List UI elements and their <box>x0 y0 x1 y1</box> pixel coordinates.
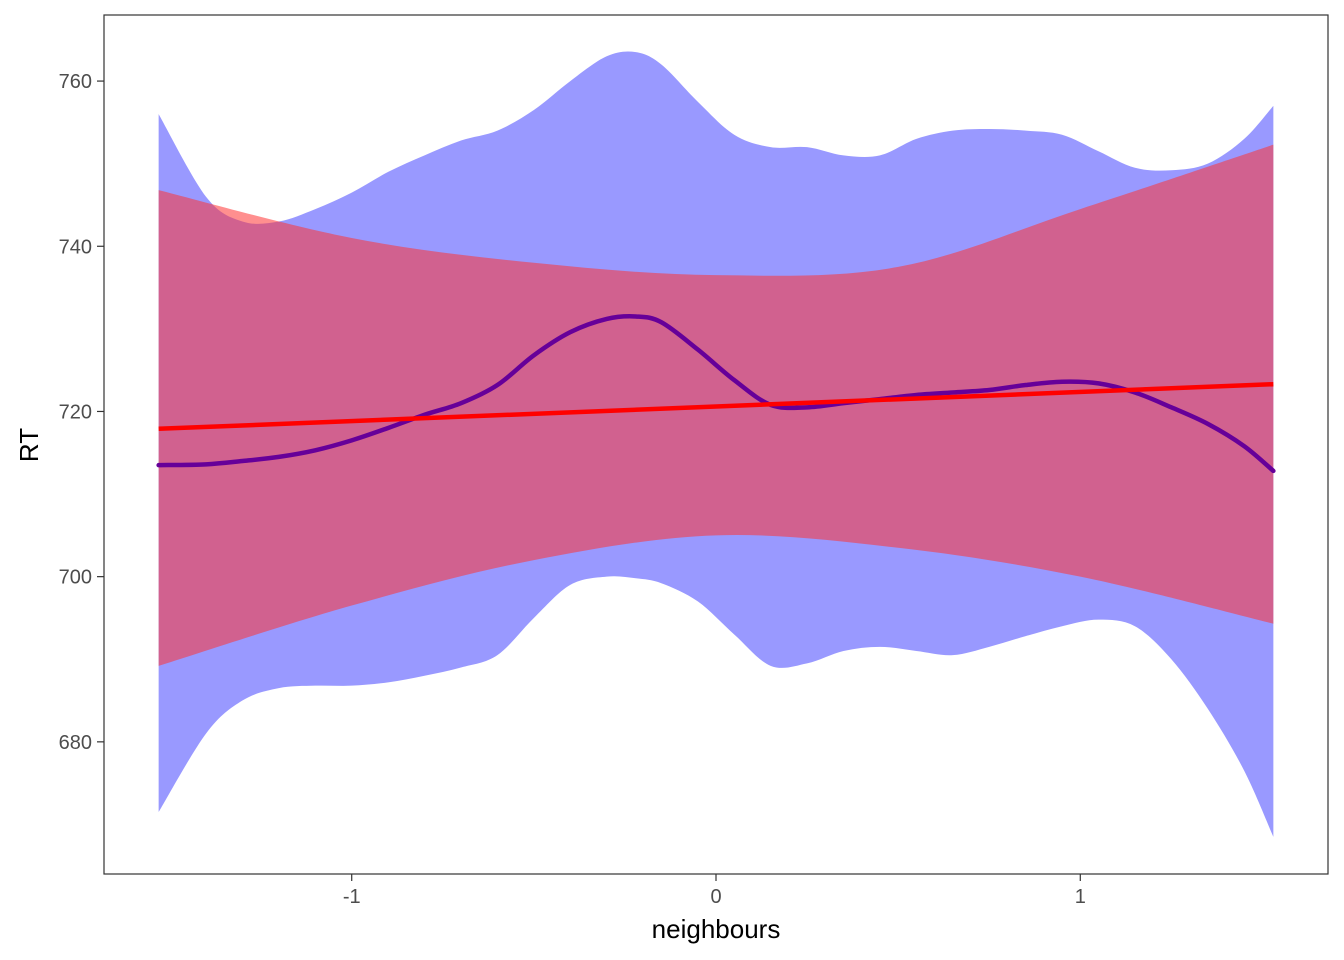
y-tick-label: 740 <box>59 236 92 258</box>
plot-layer <box>156 51 1276 837</box>
y-tick-label: 720 <box>59 401 92 423</box>
x-axis-title: neighbours <box>652 914 781 944</box>
x-tick-label: 0 <box>710 886 721 908</box>
x-tick-label: 1 <box>1075 886 1086 908</box>
y-tick-label: 760 <box>59 71 92 93</box>
x-tick-label: -1 <box>343 886 361 908</box>
y-tick-label: 700 <box>59 567 92 589</box>
y-axis: 680 700 720 740 760 <box>59 71 104 754</box>
smooth-fit-line <box>156 314 1276 474</box>
y-axis-title: RT <box>14 428 44 462</box>
linear-fit-line <box>158 381 1274 432</box>
y-tick-label: 680 <box>59 732 92 754</box>
x-axis: -1 0 1 <box>343 874 1086 908</box>
